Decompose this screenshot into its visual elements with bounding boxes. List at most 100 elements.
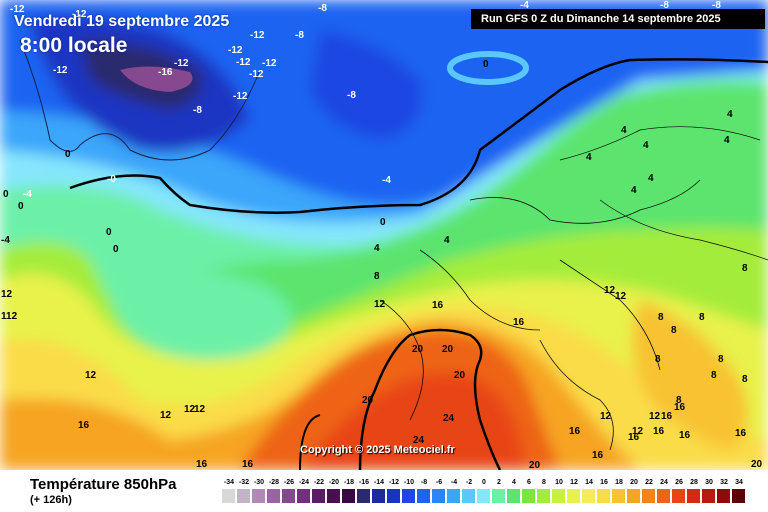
scale-swatch: [522, 489, 536, 503]
isotherm-label: 12: [632, 426, 644, 437]
isotherm-label: 4: [374, 243, 380, 254]
isotherm-label: 0: [483, 59, 489, 70]
scale-tick-label: -22: [313, 479, 325, 486]
scale-swatch: [702, 489, 716, 503]
isotherm-label: -12: [174, 58, 189, 69]
isotherm-label: -12: [262, 58, 277, 69]
isotherm-label: 0: [106, 227, 112, 238]
scale-tick-label: -10: [403, 479, 415, 486]
scale-tick-label: 6: [527, 479, 531, 486]
scale-tick-label: -24: [298, 479, 310, 486]
isotherm-label: -12: [233, 91, 248, 102]
isotherm-label: 12: [1, 289, 13, 300]
scale-swatch: [237, 489, 251, 503]
isotherm-label: 0: [113, 244, 119, 255]
isotherm-label: -12: [228, 45, 243, 56]
scale-swatch: [342, 489, 356, 503]
scale-tick-label: -28: [268, 479, 280, 486]
scale-swatch: [402, 489, 416, 503]
scale-tick-label: -8: [420, 479, 428, 486]
isotherm-label: 16: [78, 420, 90, 431]
isotherm-label: 4: [586, 152, 592, 163]
isotherm-label: -12: [250, 30, 265, 41]
isotherm-label: -4: [1, 235, 10, 246]
isotherm-label: -8: [318, 3, 327, 14]
scale-swatch: [642, 489, 656, 503]
isotherm-label: 12: [604, 285, 616, 296]
isotherm-label: 16: [674, 402, 686, 413]
scale-tick-label: -20: [328, 479, 340, 486]
scale-swatch: [252, 489, 266, 503]
scale-swatch: [732, 489, 746, 503]
field-title: Température 850hPa: [30, 476, 177, 493]
isotherm-label: -12: [10, 4, 25, 15]
isotherm-label: 16: [592, 450, 604, 461]
isotherm-label: 20: [362, 395, 374, 406]
isotherm-label: 8: [655, 354, 661, 365]
scale-tick-label: 4: [512, 479, 516, 486]
scale-tick-label: 24: [660, 479, 668, 486]
scale-swatch: [672, 489, 686, 503]
isotherm-label: 0: [3, 189, 9, 200]
scale-tick-label: 32: [720, 479, 728, 486]
isotherm-label: 20: [442, 344, 454, 355]
scale-tick-label: -26: [283, 479, 295, 486]
isotherm-label: -12: [249, 69, 264, 80]
isotherm-label: 16: [242, 459, 254, 470]
scale-tick-label: 12: [570, 479, 578, 486]
scale-swatch: [552, 489, 566, 503]
scale-tick-label: 28: [690, 479, 698, 486]
isotherm-label: 24: [413, 435, 425, 446]
isotherm-label: 12: [194, 404, 206, 415]
isotherm-label: 8: [742, 374, 748, 385]
isotherm-label: 16: [679, 430, 691, 441]
isotherm-label: 8: [374, 271, 380, 282]
isotherm-label: 4: [643, 140, 649, 151]
scale-tick-label: 20: [630, 479, 638, 486]
isotherm-label: 8: [671, 325, 677, 336]
isotherm-label: 8: [699, 312, 705, 323]
scale-tick-label: 2: [497, 479, 501, 486]
scale-tick-label: 26: [675, 479, 683, 486]
valid-time: 8:00 locale: [20, 34, 128, 57]
isotherm-label: 8: [742, 263, 748, 274]
scale-tick-label: 0: [482, 479, 486, 486]
scale-tick-label: -34: [223, 479, 235, 486]
scale-tick-label: 16: [600, 479, 608, 486]
scale-swatch: [432, 489, 446, 503]
isotherm-label: 4: [631, 185, 637, 196]
scale-swatch: [657, 489, 671, 503]
scale-swatch: [417, 489, 431, 503]
isotherm-label: 8: [718, 354, 724, 365]
scale-tick-label: 18: [615, 479, 623, 486]
scale-swatch: [312, 489, 326, 503]
isotherm-label: 24: [443, 413, 455, 424]
isotherm-label: 12: [184, 404, 196, 415]
scale-swatch: [372, 489, 386, 503]
scale-tick-label: 34: [735, 479, 743, 486]
scale-tick-label: -12: [388, 479, 400, 486]
isotherm-label: 0: [18, 201, 24, 212]
scale-tick-label: -32: [238, 479, 250, 486]
isotherm-label: 12: [374, 299, 386, 310]
scale-swatch: [582, 489, 596, 503]
scale-tick-label: -4: [450, 479, 458, 486]
isotherm-label: -4: [382, 175, 391, 186]
isotherm-label: 12: [160, 410, 172, 421]
isotherm-label: 16: [653, 426, 665, 437]
isotherm-label: 16: [196, 459, 208, 470]
scale-swatch: [687, 489, 701, 503]
isotherm-label: -8: [660, 0, 669, 11]
isotherm-label: 16: [513, 317, 525, 328]
isotherm-label: 20: [751, 459, 763, 470]
valid-date: Vendredi 19 septembre 2025: [14, 13, 230, 30]
isotherm-label: 4: [724, 135, 730, 146]
scale-swatch: [447, 489, 461, 503]
isotherm-label: 8: [676, 395, 682, 406]
scale-swatch: [357, 489, 371, 503]
isotherm-label: -12: [236, 57, 251, 68]
scale-tick-label: -6: [435, 479, 443, 486]
scale-swatch: [387, 489, 401, 503]
isotherm-label: -12: [53, 65, 68, 76]
